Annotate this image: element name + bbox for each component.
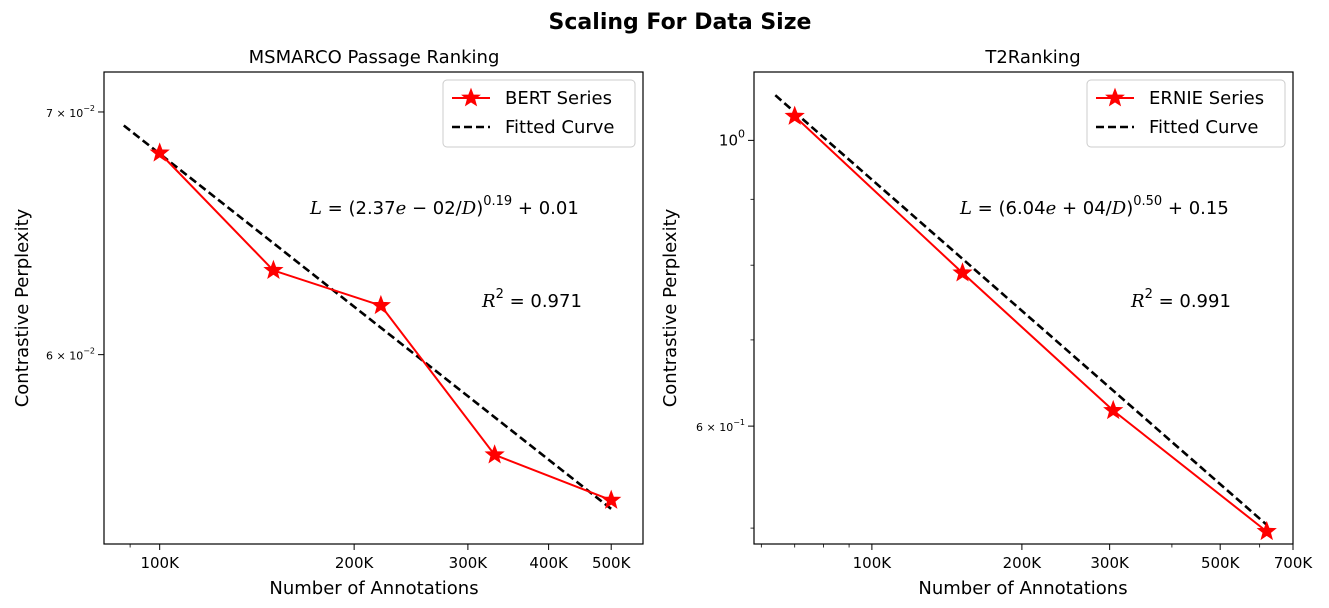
x-tick-label: 700K [1274,554,1314,572]
legend: BERT Series Fitted Curve [442,79,636,148]
x-axis-label: Number of Annotations [918,578,1127,599]
x-tick-label: 500K [1201,554,1241,572]
formula-close: ) [476,198,483,219]
fit-formula: L = (2.37e − 02/D)0.19 + 0.01 [309,194,579,219]
formula-mid2: − 02/ [406,198,462,219]
x-tick-label: 400K [529,554,569,572]
legend-label-series: BERT Series [505,88,612,109]
chart-title: T2Ranking [984,47,1080,68]
r2-symbol: R [1130,291,1145,312]
formula-exponent: 0.50 [1133,194,1162,209]
legend-star-marker [1105,87,1125,107]
formula-d: D [461,198,477,219]
r2-exponent: 2 [1145,287,1153,302]
data-point-star [263,259,284,279]
plot-frame [103,71,644,545]
legend-box [442,79,636,148]
formula-e: e [1046,198,1057,219]
formula-tail: + 0.01 [512,198,579,219]
formula-d: D [1111,198,1127,219]
x-tick-label: 200K [335,554,375,572]
legend-box [1086,79,1286,148]
data-point-star [484,444,505,464]
formula-mid: = (2.37 [322,198,396,219]
formula-mid2: + 04/ [1056,198,1112,219]
r2-value: = 0.971 [504,291,582,312]
figure-title: Scaling For Data Size [549,10,812,35]
data-point-star [1103,399,1124,420]
fit-formula: L = (6.04e + 04/D)0.50 + 0.15 [959,194,1229,219]
formula-mid: = (6.04 [972,198,1046,219]
fitted-curve-line [122,124,613,510]
x-axis-label: Number of Annotations [269,578,478,599]
x-tick-label: 100K [853,554,893,572]
plot-frame [753,71,1294,545]
y-tick-label: 6 × 10−2 [46,347,95,363]
r2-value: = 0.991 [1153,291,1231,312]
x-tick-label: 300K [1090,554,1130,572]
r-squared: R2 = 0.971 [481,287,582,312]
chart-panel-t2ranking: T2Ranking Number of Annotations Contrast… [660,47,1313,599]
data-point-star [952,262,973,282]
chart-title: MSMARCO Passage Ranking [249,47,500,68]
data-point-star [1256,520,1277,541]
fitted-curve-line [774,94,1268,526]
chart-panel-msmarco: MSMARCO Passage Ranking Number of Annota… [12,47,644,599]
r-squared: R2 = 0.991 [1130,287,1231,312]
y-tick-label: 100 [719,127,745,149]
data-point-star [601,489,622,509]
y-tick-label: 7 × 10−2 [46,104,95,120]
formula-lhs: L [309,198,322,219]
r2-symbol: R [481,291,496,312]
formula-lhs: L [959,198,972,219]
series-line [794,115,1268,533]
x-tick-label: 100K [140,554,180,572]
formula-exponent: 0.19 [483,194,512,209]
y-axis-label: Contrastive Perplexity [12,208,33,407]
legend-star-marker [461,87,481,107]
formula-tail: + 0.15 [1162,198,1229,219]
r2-exponent: 2 [496,287,504,302]
legend: ERNIE Series Fitted Curve [1086,79,1286,148]
x-tick-label: 300K [449,554,489,572]
formula-e: e [396,198,407,219]
legend-label-series: ERNIE Series [1149,88,1264,109]
data-point-star [149,142,170,162]
legend-label-fit: Fitted Curve [1149,117,1259,138]
formula-close: ) [1126,198,1133,219]
y-tick-label: 6 × 10−1 [696,418,745,434]
data-point-star [370,294,391,315]
x-tick-label: 500K [592,554,632,572]
x-tick-label: 200K [1003,554,1043,572]
y-axis-label: Contrastive Perplexity [660,208,681,407]
legend-label-fit: Fitted Curve [505,117,615,138]
data-point-star [784,105,805,125]
